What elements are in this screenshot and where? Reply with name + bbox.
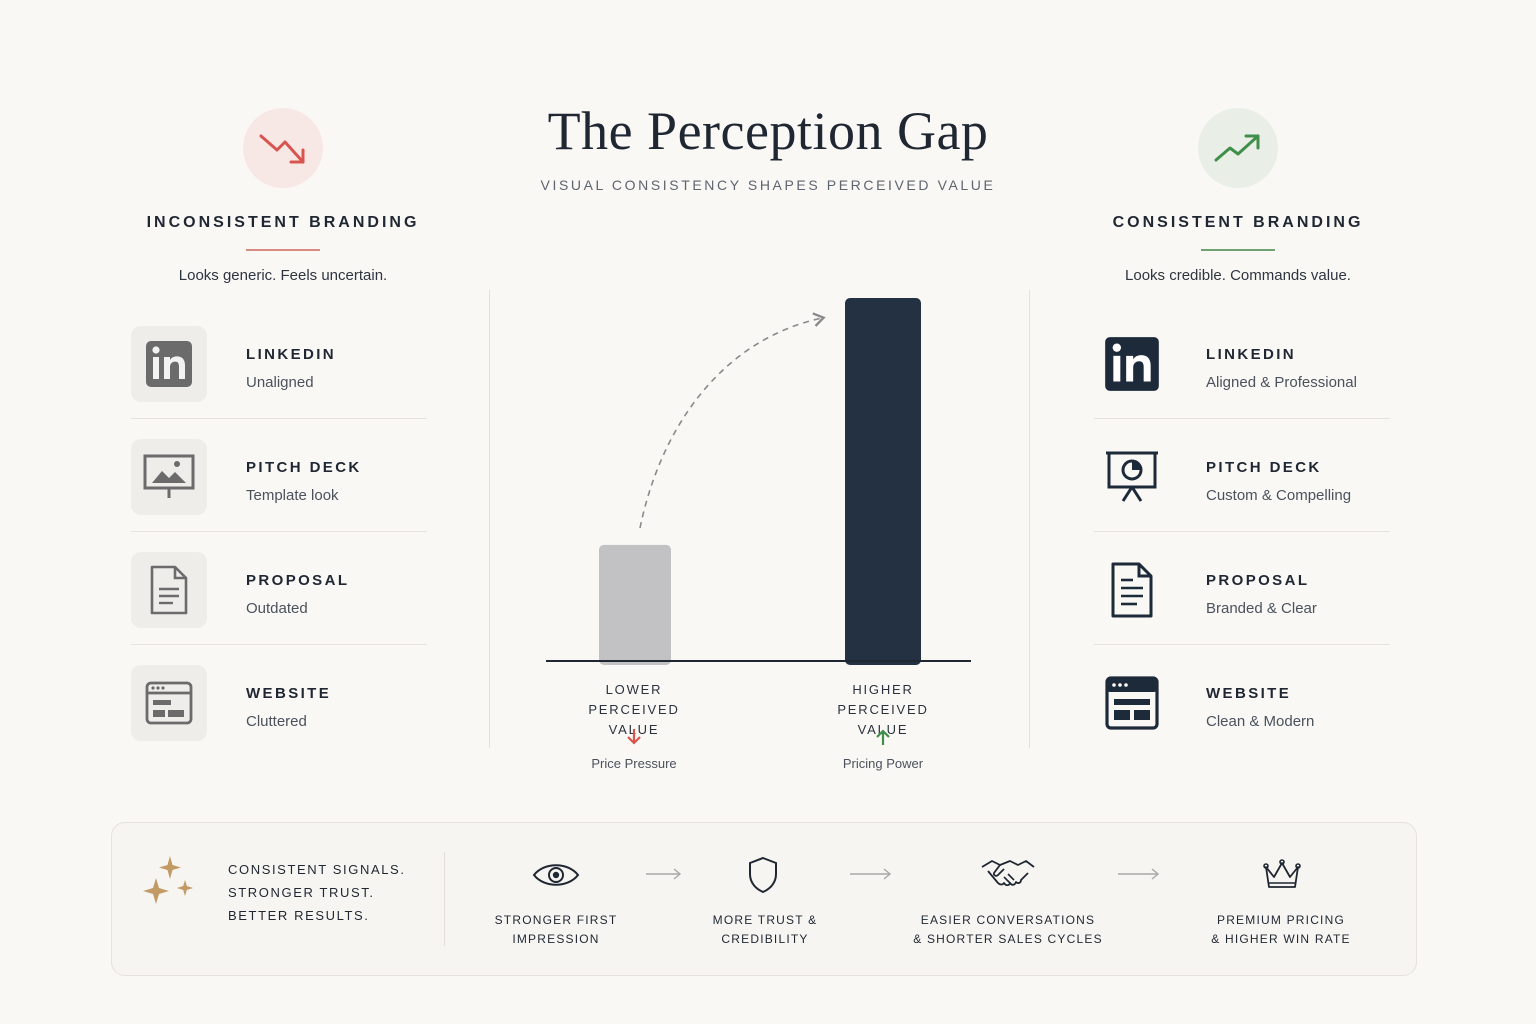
- step-label-line: & SHORTER SALES CYCLES: [913, 932, 1103, 946]
- right-section-subtitle: Looks credible. Commands value.: [1125, 267, 1351, 284]
- item-desc: Custom & Compelling: [1206, 487, 1352, 504]
- item-desc: Unaligned: [246, 374, 314, 391]
- arrow-right-icon: [1117, 866, 1161, 887]
- step-conversations: EASIER CONVERSATIONS & SHORTER SALES CYC…: [898, 911, 1118, 949]
- left-divider: [489, 290, 490, 748]
- tagline-line: CONSISTENT SIGNALS.: [228, 862, 406, 877]
- step-label-line: MORE TRUST &: [712, 913, 818, 927]
- category-label-text: LOWER PERCEIVED VALUE: [588, 682, 680, 737]
- divider: [1094, 531, 1390, 532]
- page-title: The Perception Gap: [547, 101, 989, 161]
- shield-icon: [733, 853, 793, 897]
- divider: [1094, 418, 1390, 419]
- divider: [131, 644, 427, 645]
- item-name: PROPOSAL: [1206, 572, 1310, 589]
- item-name: WEBSITE: [1206, 685, 1292, 702]
- step-label-line: EASIER CONVERSATIONS: [920, 913, 1096, 927]
- step-label-line: IMPRESSION: [512, 932, 600, 946]
- trend-down-icon: [259, 134, 305, 164]
- right-item-website: WEBSITE Clean & Modern: [1094, 665, 1390, 778]
- bar-higher-perceived-value: [845, 298, 921, 665]
- right-divider: [1029, 290, 1030, 748]
- left-section-subtitle: Looks generic. Feels uncertain.: [178, 267, 388, 284]
- panel-divider: [444, 852, 445, 946]
- item-desc: Cluttered: [246, 713, 307, 730]
- right-title-rule: [1201, 249, 1275, 251]
- right-item-proposal: PROPOSAL Branded & Clear: [1094, 552, 1390, 665]
- presentation-chart-icon: [1094, 439, 1170, 515]
- left-item-pitch-deck: PITCH DECK Template look: [131, 439, 427, 552]
- item-desc: Outdated: [246, 600, 308, 617]
- eye-icon: [526, 853, 586, 897]
- panel-tagline: CONSISTENT SIGNALS. STRONGER TRUST. BETT…: [228, 858, 406, 927]
- crown-icon: [1252, 853, 1312, 897]
- handshake-icon: [978, 853, 1038, 897]
- arrow-down-icon: [624, 727, 644, 747]
- left-section-title: INCONSISTENT BRANDING: [146, 214, 420, 231]
- trend-down-badge: [243, 108, 323, 188]
- step-premium-pricing: PREMIUM PRICING & HIGHER WIN RATE: [1171, 911, 1391, 949]
- divider: [131, 418, 427, 419]
- step-trust: MORE TRUST & CREDIBILITY: [655, 911, 875, 949]
- category-label-lower: LOWER PERCEIVED VALUE: [524, 680, 744, 740]
- item-desc: Aligned & Professional: [1206, 374, 1357, 391]
- perception-bar-chart: [546, 298, 971, 665]
- linkedin-icon: [1094, 326, 1170, 402]
- item-desc: Template look: [246, 487, 339, 504]
- item-name: LINKEDIN: [1206, 346, 1297, 363]
- presentation-image-icon: [131, 439, 207, 515]
- item-name: PITCH DECK: [246, 459, 362, 476]
- divider: [1094, 644, 1390, 645]
- sparkle-icon: [138, 854, 198, 914]
- growth-arrow: [639, 312, 826, 529]
- category-label-text: HIGHER PERCEIVED VALUE: [837, 682, 929, 737]
- trend-up-badge: [1198, 108, 1278, 188]
- item-name: PITCH DECK: [1206, 459, 1322, 476]
- step-label-line: STRONGER FIRST: [494, 913, 618, 927]
- item-name: LINKEDIN: [246, 346, 337, 363]
- arrow-right-icon: [849, 866, 893, 887]
- category-label-higher: HIGHER PERCEIVED VALUE: [773, 680, 993, 740]
- browser-window-icon: [131, 665, 207, 741]
- bar-lower-perceived-value: [599, 544, 671, 665]
- right-item-pitch-deck: PITCH DECK Custom & Compelling: [1094, 439, 1390, 552]
- results-panel: [111, 822, 1417, 976]
- arrow-right-icon: [645, 866, 683, 887]
- step-label-line: PREMIUM PRICING: [1216, 913, 1345, 927]
- document-icon: [1094, 552, 1170, 628]
- arrow-up-icon: [873, 727, 893, 747]
- left-item-proposal: PROPOSAL Outdated: [131, 552, 427, 665]
- document-icon: [131, 552, 207, 628]
- browser-window-icon: [1094, 665, 1170, 741]
- left-item-website: WEBSITE Cluttered: [131, 665, 427, 778]
- item-name: PROPOSAL: [246, 572, 350, 589]
- pricing-power-note: Pricing Power: [842, 756, 924, 771]
- trend-up-icon: [1214, 134, 1260, 162]
- right-item-linkedin: LINKEDIN Aligned & Professional: [1094, 326, 1390, 439]
- item-desc: Branded & Clear: [1206, 600, 1317, 617]
- price-pressure-note: Price Pressure: [591, 756, 677, 771]
- right-section-title: CONSISTENT BRANDING: [1112, 214, 1364, 231]
- page-subtitle: VISUAL CONSISTENCY SHAPES PERCEIVED VALU…: [540, 177, 996, 193]
- step-label-line: CREDIBILITY: [721, 932, 809, 946]
- divider: [131, 531, 427, 532]
- linkedin-icon: [131, 326, 207, 402]
- step-label-line: & HIGHER WIN RATE: [1211, 932, 1351, 946]
- tagline-line: STRONGER TRUST.: [228, 885, 375, 900]
- step-first-impression: STRONGER FIRST IMPRESSION: [446, 911, 666, 949]
- item-desc: Clean & Modern: [1206, 713, 1315, 730]
- left-title-rule: [246, 249, 320, 251]
- item-name: WEBSITE: [246, 685, 332, 702]
- tagline-line: BETTER RESULTS.: [228, 908, 370, 923]
- left-item-linkedin: LINKEDIN Unaligned: [131, 326, 427, 439]
